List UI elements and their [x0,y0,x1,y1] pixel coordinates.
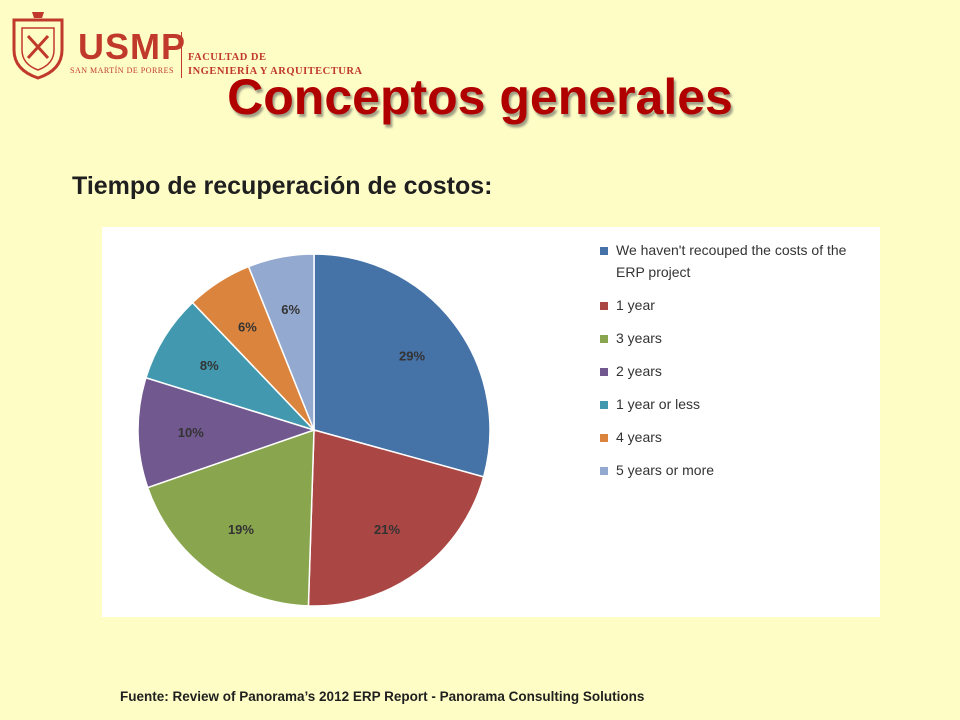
data-label: 10% [178,425,204,440]
usmp-crest-icon [12,12,64,80]
pie-slice [247,253,315,431]
pie-chart: 29% 21% 19% 10% 8% 6% 6% We haven't recouped t… [102,227,880,617]
legend-label: 1 year or less [616,396,701,412]
legend-item: 1 year [600,294,878,316]
legend-swatch [600,335,608,343]
slide-title: Conceptos generales [227,69,733,125]
legend-label: 5 years or more [616,462,715,478]
legend-label: 1 year [616,297,655,313]
legend-swatch [600,467,608,475]
legend-label: 3 years [616,330,662,346]
brand-name: USMP [78,26,187,67]
legend-swatch [600,368,608,376]
legend-item: 5 years or more [600,459,878,481]
data-label: 21% [374,522,400,537]
pie-slice [307,429,485,607]
data-label: 6% [281,302,300,317]
legend-label: 2 years [616,363,662,379]
usmp-logo: USMP SAN MARTÍN DE PORRES FACULTAD DE IN… [8,10,388,82]
brand-divider [181,32,182,78]
legend-swatch [600,302,608,310]
legend-item: 2 years [600,360,878,382]
data-label: 6% [238,319,257,334]
legend-label: 4 years [616,429,662,445]
data-label: 8% [200,358,219,373]
pie-slice [146,428,315,607]
legend-item: We haven't recouped the costs of the ERP… [600,239,878,283]
pie-slice [144,301,317,432]
data-label: 19% [228,522,254,537]
legend-swatch [600,401,608,409]
faculty-line-2: INGENIERÍA Y ARQUITECTURA [188,66,363,77]
legend-swatch [600,434,608,442]
pie-slice [313,253,491,478]
slide-subtitle: Tiempo de recuperación de costos: [72,172,493,200]
legend-swatch [600,247,608,255]
source-note: Fuente: Review of Panorama’s 2012 ERP Re… [120,689,645,704]
legend-label: We haven't recouped the costs of the ERP… [616,242,847,280]
legend-item: 3 years [600,327,878,349]
legend-item: 1 year or less [600,393,878,415]
brand-subtitle: SAN MARTÍN DE PORRES [70,66,174,75]
chart-legend: We haven't recouped the costs of the ERP… [600,239,878,481]
data-label: 29% [399,348,425,363]
pie-chart-svg: 29% 21% 19% 10% 8% 6% 6% [137,253,491,607]
faculty-line-1: FACULTAD DE [188,52,267,63]
legend-item: 4 years [600,426,878,448]
pie-slice [137,376,317,489]
